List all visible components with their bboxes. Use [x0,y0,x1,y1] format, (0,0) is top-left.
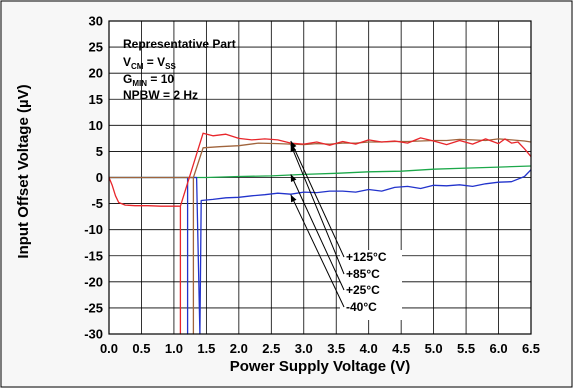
y-tick-label: -10 [84,222,103,237]
x-tick-label: 3.0 [295,341,313,356]
x-tick-label: 4.5 [392,341,410,356]
x-tick-label: 0.0 [100,341,118,356]
annotation-line-2: VCM = VSS [123,55,176,71]
x-tick-label: 5.0 [425,341,443,356]
arrowhead [290,194,297,203]
annotation-line-3: GMIN = 10 [123,72,174,88]
y-tick-label: 0 [96,170,103,185]
y-tick-label: -25 [84,300,103,315]
arrowhead [290,144,297,153]
x-tick-label: 6.0 [489,341,507,356]
y-tick-label: -5 [91,196,103,211]
y-tick-label: 10 [89,118,103,133]
leader-line [290,144,345,275]
annotation-line-4: NPBW = 2 Hz [123,88,198,102]
leader-line [290,140,345,258]
arrowhead [290,174,297,182]
annotation-line-1: Representative Part [123,37,236,51]
series-line-1 [109,138,532,335]
legend-label: +25°C [346,283,380,297]
y-tick-label: -20 [84,274,103,289]
x-tick-label: 1.5 [197,341,215,356]
y-tick-label: -30 [84,327,103,342]
y-tick-label: 15 [89,92,103,107]
legend-label: -40°C [346,300,377,314]
legend-box [340,250,402,320]
x-tick-label: 5.5 [457,341,475,356]
leader-line [290,174,345,291]
x-tick-label: 4.0 [360,341,378,356]
y-tick-label: 5 [96,144,103,159]
conditions-annotation: Representative Part VCM = VSS GMIN = 10 … [123,37,236,102]
plot-area [108,20,532,335]
y-tick-label: 25 [89,40,103,55]
y-tick-label: 30 [89,14,103,29]
y-tick-label: -15 [84,248,103,263]
x-tick-label: 2.0 [230,341,248,356]
y-axis-label: Input Offset Voltage (µV) [15,84,32,258]
x-axis-label: Power Supply Voltage (V) [230,358,411,375]
series-line-0 [108,132,532,335]
x-tick-label: 0.5 [132,341,150,356]
x-tick-label: 2.5 [262,341,280,356]
leader-line [290,194,345,308]
y-tick-label: 20 [89,66,103,81]
legend-label: +85°C [346,267,380,281]
legend: +125°C +85°C +25°C -40°C [340,250,402,320]
x-tick-label: 1.0 [165,341,183,356]
legend-label: +125°C [346,250,387,264]
x-tick-label: 3.5 [327,341,345,356]
x-tick-label: 6.5 [522,341,540,356]
